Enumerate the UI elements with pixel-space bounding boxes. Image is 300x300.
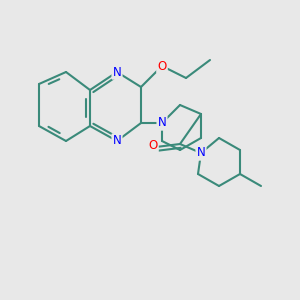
- Text: O: O: [158, 59, 166, 73]
- Text: O: O: [148, 139, 158, 152]
- Text: N: N: [112, 65, 122, 79]
- Text: N: N: [158, 116, 166, 130]
- Text: N: N: [196, 146, 206, 160]
- Text: N: N: [112, 134, 122, 148]
